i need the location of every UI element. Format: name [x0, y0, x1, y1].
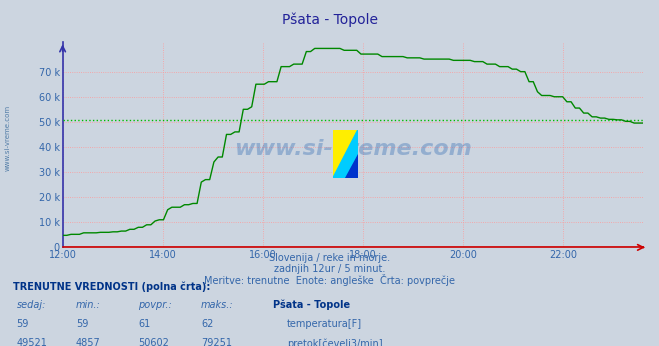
Text: 59: 59 [16, 319, 29, 329]
Text: 49521: 49521 [16, 338, 47, 346]
Text: pretok[čevelj3/min]: pretok[čevelj3/min] [287, 338, 382, 346]
Text: Pšata - Topole: Pšata - Topole [273, 300, 351, 310]
Text: povpr.:: povpr.: [138, 300, 172, 310]
Text: maks.:: maks.: [201, 300, 234, 310]
Text: Pšata - Topole: Pšata - Topole [281, 12, 378, 27]
Text: 4857: 4857 [76, 338, 101, 346]
Polygon shape [345, 154, 358, 178]
Text: www.si-vreme.com: www.si-vreme.com [5, 105, 11, 172]
Text: 59: 59 [76, 319, 88, 329]
Text: www.si-vreme.com: www.si-vreme.com [234, 138, 471, 158]
Text: 61: 61 [138, 319, 151, 329]
Text: min.:: min.: [76, 300, 101, 310]
Text: Slovenija / reke in morje.: Slovenija / reke in morje. [269, 253, 390, 263]
Text: 79251: 79251 [201, 338, 232, 346]
Text: sedaj:: sedaj: [16, 300, 46, 310]
Polygon shape [333, 130, 358, 178]
Text: zadnjih 12ur / 5 minut.: zadnjih 12ur / 5 minut. [273, 264, 386, 274]
Polygon shape [333, 130, 358, 178]
Text: 62: 62 [201, 319, 214, 329]
Text: 50602: 50602 [138, 338, 169, 346]
Text: TRENUTNE VREDNOSTI (polna črta):: TRENUTNE VREDNOSTI (polna črta): [13, 282, 211, 292]
Text: Meritve: trenutne  Enote: angleške  Črta: povprečje: Meritve: trenutne Enote: angleške Črta: … [204, 274, 455, 286]
Text: temperatura[F]: temperatura[F] [287, 319, 362, 329]
